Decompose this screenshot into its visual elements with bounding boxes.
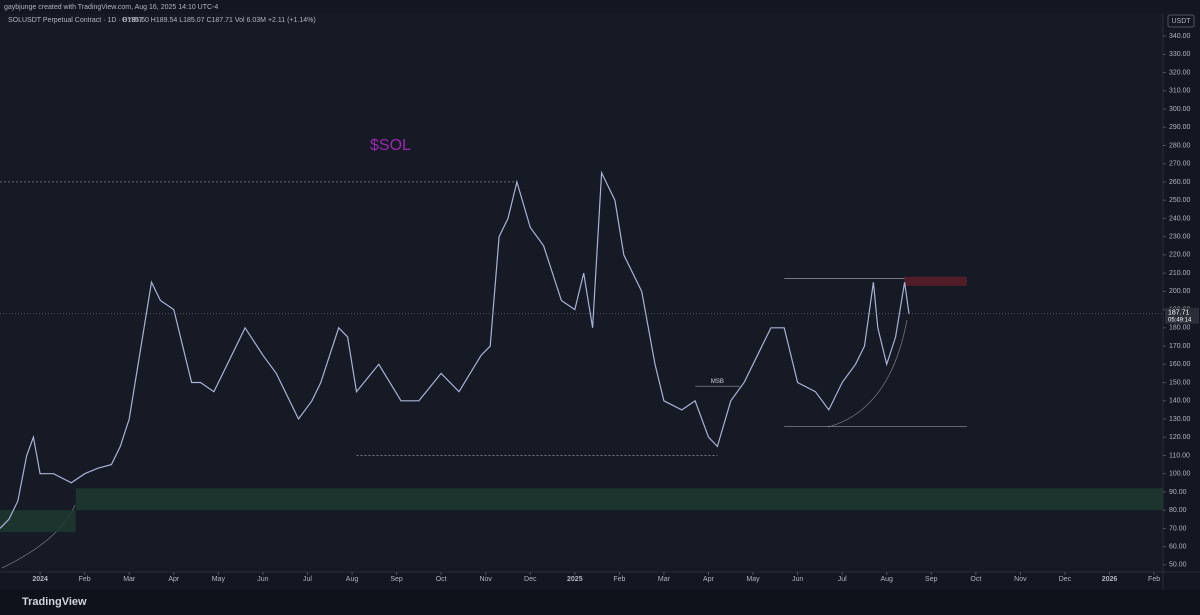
x-tick-label: 2025 [567,576,583,583]
y-tick-label: 120.00 [1169,434,1191,441]
symbol: SOLUSDT Perpetual Contract · 1D · BYBIT [8,17,144,24]
plot-area [0,14,1163,572]
x-tick-label: Jul [838,576,847,583]
x-tick-label: Feb [79,576,91,583]
countdown: 05:49:14 [1168,317,1192,323]
y-tick-label: 290.00 [1169,124,1191,131]
x-tick-label: Jul [303,576,312,583]
y-tick-label: 80.00 [1169,507,1187,514]
y-tick-label: 330.00 [1169,51,1191,58]
ohlc: O185.60 H189.54 L185.07 C187.71 Vol 6.03… [122,17,316,24]
zone [0,510,76,533]
y-tick-label: 200.00 [1169,288,1191,295]
y-tick-label: 100.00 [1169,471,1191,478]
x-tick-label: 2024 [32,576,48,583]
x-tick-label: Feb [1148,576,1160,583]
y-tick-label: 170.00 [1169,343,1191,350]
price-line [0,170,910,529]
y-tick-label: 50.00 [1169,562,1187,569]
x-tick-label: Apr [168,576,180,583]
x-tick-label: Oct [970,576,981,583]
x-tick-label: Apr [703,576,715,583]
y-tick-label: 340.00 [1169,33,1191,40]
last-price-label: 187.71 [1168,310,1190,317]
y-tick-label: 180.00 [1169,325,1191,332]
zone [75,488,1163,511]
y-tick-label: 60.00 [1169,543,1187,550]
y-tick-label: 150.00 [1169,379,1191,386]
brand: TradingView [22,596,87,608]
x-tick-label: May [746,576,760,583]
y-tick-label: 310.00 [1169,88,1191,95]
y-tick-label: 300.00 [1169,106,1191,113]
currency: USDT [1171,18,1191,25]
x-tick-label: Nov [1014,576,1027,583]
credit: gaybjunge created with TradingView.com, … [4,4,218,11]
y-tick-label: 70.00 [1169,525,1187,532]
x-tick-label: Sep [390,576,403,583]
y-tick-label: 280.00 [1169,142,1191,149]
curve [827,319,908,428]
x-tick-label: Aug [346,576,359,583]
y-tick-label: 130.00 [1169,416,1191,423]
last-price-box [1165,307,1199,324]
y-tick-label: 210.00 [1169,270,1191,277]
x-tick-label: Nov [479,576,492,583]
y-tick-label: 240.00 [1169,215,1191,222]
x-tick-label: May [212,576,226,583]
y-tick-label: 230.00 [1169,233,1191,240]
msb-label: MSB [711,379,724,385]
annotation: $SOL [370,137,411,154]
x-tick-label: Jun [257,576,268,583]
y-tick-label: 110.00 [1169,452,1190,459]
x-tick-label: Dec [1059,576,1072,583]
y-tick-label: 160.00 [1169,361,1191,368]
x-tick-label: Feb [613,576,625,583]
currency-box [1167,14,1195,28]
zone [904,276,967,286]
x-tick-label: Mar [658,576,671,583]
x-tick-label: Sep [925,576,938,583]
x-tick-label: Dec [524,576,537,583]
y-tick-label: 250.00 [1169,197,1191,204]
y-tick-label: 320.00 [1169,69,1191,76]
footer-bar [0,590,1200,615]
y-tick-label: 90.00 [1169,489,1187,496]
y-tick-label: 270.00 [1169,161,1191,168]
y-tick-label: 260.00 [1169,179,1191,186]
x-tick-label: Oct [436,576,447,583]
x-tick-label: Aug [880,576,893,583]
y-tick-label: 140.00 [1169,398,1191,405]
y-tick-label: 220.00 [1169,252,1191,259]
x-tick-label: 2026 [1102,576,1118,583]
x-tick-label: Mar [123,576,136,583]
x-tick-label: Jun [792,576,803,583]
